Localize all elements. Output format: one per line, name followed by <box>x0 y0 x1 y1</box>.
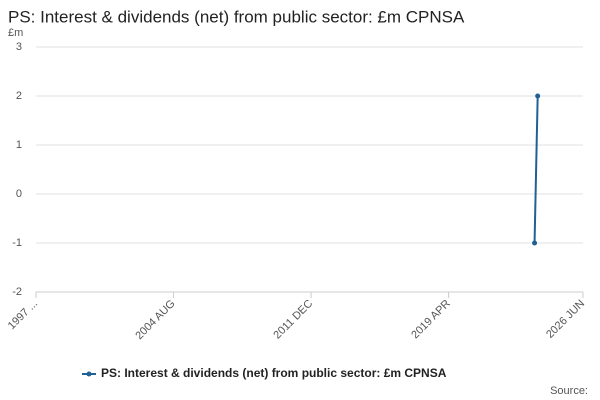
source-label: Source: <box>550 385 588 397</box>
x-tick-label: 2004 AUG <box>133 298 177 342</box>
data-point <box>535 93 541 99</box>
data-point <box>532 240 538 246</box>
x-tick-label: 1997 ... <box>6 298 40 332</box>
x-tick-label: 2026 JUN <box>544 298 587 341</box>
chart-title: PS: Interest & dividends (net) from publ… <box>8 7 465 26</box>
y-axis-unit: £m <box>8 27 23 39</box>
y-tick-label: 2 <box>16 90 22 102</box>
legend-label: PS: Interest & dividends (net) from publ… <box>101 366 447 380</box>
x-tick-label: 2019 APR <box>409 298 453 342</box>
y-tick-label: 1 <box>16 139 22 151</box>
y-tick-label: 3 <box>16 41 22 53</box>
series-line <box>533 95 539 244</box>
y-tick-label: -2 <box>12 286 22 298</box>
legend-marker <box>86 371 92 377</box>
y-tick-label: 0 <box>16 188 22 200</box>
y-tick-label: -1 <box>12 237 22 249</box>
x-tick-label: 2011 DEC <box>271 298 315 342</box>
